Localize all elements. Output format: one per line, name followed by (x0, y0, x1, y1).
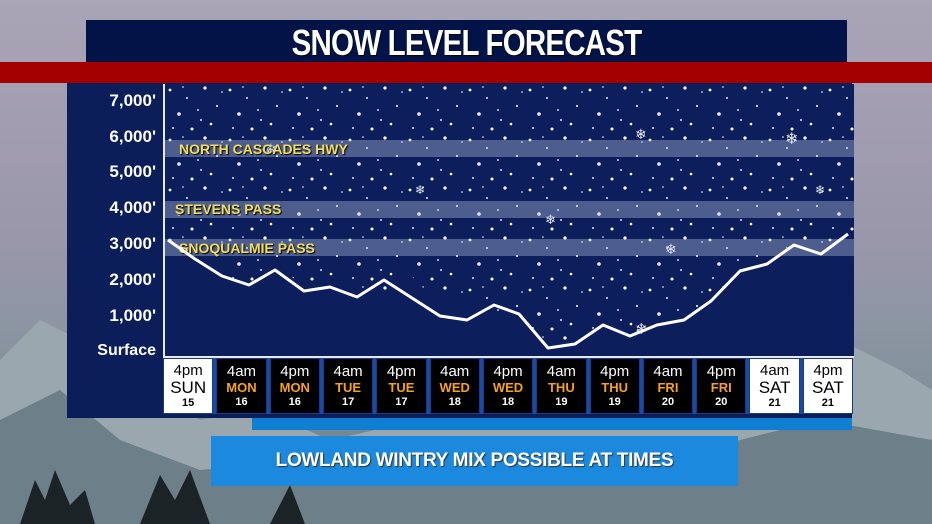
day-label: FRI (657, 379, 679, 395)
time-cell: 4am SAT 21 (749, 358, 800, 414)
time-cell: 4pm SAT 21 (802, 358, 854, 414)
svg-text:❄: ❄ (265, 141, 277, 157)
y-tick: 3,000' (109, 234, 156, 253)
date-label: 15 (182, 396, 195, 409)
date-label: 16 (235, 395, 248, 408)
date-label: 20 (715, 395, 728, 408)
date-label: 17 (341, 395, 355, 408)
day-label: FRI (710, 379, 732, 395)
date-label: 19 (608, 395, 621, 408)
bottom-banner: LOWLAND WINTRY MIX POSSIBLE AT TIMES (211, 436, 738, 486)
y-tick-surface: Surface (97, 342, 156, 359)
time-cell: 4am MON 16 (216, 358, 267, 414)
date-label: 17 (395, 395, 408, 408)
day-label: SUN (170, 377, 207, 397)
time-cell: 4pm SUN 15 (163, 358, 214, 414)
svg-text:❄: ❄ (815, 183, 825, 197)
time-label: 4pm (386, 362, 416, 380)
svg-text:❄: ❄ (415, 183, 425, 197)
day-label: THU (601, 379, 629, 395)
time-cell: 4am FRI 20 (642, 358, 694, 414)
time-label: 4am (440, 362, 470, 380)
time-label: 4am (653, 362, 683, 380)
band-label-stevens-pass: STEVENS PASS (175, 201, 282, 217)
date-label: 18 (448, 395, 461, 408)
plot-area: ❄ ❄ ❄ ❄ ❄ ❄ ❄ ❄ NORTH CASCADES HWY STEVENS P… (163, 84, 854, 358)
title-bar: SNOW LEVEL FORECAST (86, 20, 847, 64)
y-tick: 1,000' (109, 306, 156, 325)
time-axis: 4pm SUN 15 4am MON 16 4pm MON 16 4am TUE 17 4pm T… (163, 358, 854, 414)
date-label: 19 (555, 395, 568, 408)
date-label: 18 (501, 395, 515, 408)
date-label: 21 (768, 396, 781, 409)
time-cell: 4am THU 19 (536, 358, 587, 414)
y-axis: 7,000' 6,000' 5,000' 4,000' 3,000' 2,000… (67, 83, 162, 418)
time-label: 4am (333, 362, 363, 380)
svg-text:❄: ❄ (635, 126, 647, 142)
day-label: THU (547, 379, 575, 395)
date-label: 20 (661, 395, 675, 408)
day-label: MON (226, 379, 257, 395)
time-label: 4pm (493, 362, 523, 380)
day-label: SAT (812, 377, 844, 397)
day-label: TUE (388, 379, 415, 395)
y-tick: 4,000' (109, 198, 156, 217)
band-snoqualmie-pass (165, 239, 854, 256)
day-label: MON (279, 379, 310, 395)
band-label-north-cascades-hwy: NORTH CASCADES HWY (179, 141, 348, 157)
day-label: TUE (335, 379, 362, 395)
time-label: 4pm (706, 362, 736, 380)
date-label: 21 (821, 396, 835, 409)
day-label: SAT (758, 377, 791, 397)
day-label: WED (439, 379, 470, 395)
y-tick: 5,000' (109, 162, 156, 181)
time-label: 4am (546, 362, 576, 380)
y-tick: 7,000' (109, 91, 156, 110)
time-cell: 4am TUE 17 (322, 358, 374, 414)
svg-text:❄: ❄ (785, 131, 798, 148)
snowfall-pattern: ❄❄ ❄❄ ❄❄ ❄❄ (165, 84, 854, 346)
band-label-snoqualmie-pass: SNOQUALMIE PASS (179, 240, 315, 256)
chart-title: SNOW LEVEL FORECAST (291, 22, 642, 63)
time-label: 4am (760, 361, 790, 379)
time-cell: 4pm WED 18 (482, 358, 534, 414)
snow-level-line (167, 232, 849, 350)
date-label: 16 (288, 395, 301, 408)
y-tick: 6,000' (109, 127, 156, 146)
time-label: 4pm (600, 362, 630, 380)
band-north-cascades-hwy (165, 140, 854, 157)
red-accent-bar (0, 62, 932, 83)
y-tick: 2,000' (109, 270, 156, 289)
banner-text: LOWLAND WINTRY MIX POSSIBLE AT TIMES (275, 450, 674, 471)
day-label: WED (492, 379, 524, 395)
svg-text:❄: ❄ (545, 212, 556, 227)
time-label: 4am (226, 362, 257, 380)
time-cell: 4am WED 18 (429, 358, 480, 414)
time-label: 4pm (280, 362, 310, 380)
svg-text:❄: ❄ (665, 241, 677, 257)
time-label: 4pm (173, 361, 203, 379)
blue-accent-strip (252, 418, 852, 430)
time-cell: 4pm MON 16 (269, 358, 320, 414)
time-label: 4pm (813, 361, 843, 379)
time-cell: 4pm FRI 20 (696, 358, 747, 414)
time-cell: 4pm TUE 17 (376, 358, 427, 414)
time-cell: 4pm THU 19 (589, 358, 640, 414)
band-stevens-pass (165, 201, 854, 218)
